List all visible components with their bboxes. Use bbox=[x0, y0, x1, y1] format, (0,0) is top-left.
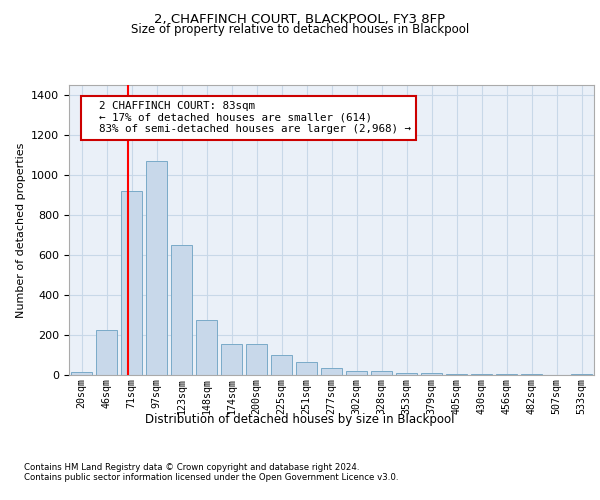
Text: 2 CHAFFINCH COURT: 83sqm
  ← 17% of detached houses are smaller (614)
  83% of s: 2 CHAFFINCH COURT: 83sqm ← 17% of detach… bbox=[86, 101, 411, 134]
Bar bbox=[96, 330, 117, 375]
Bar bbox=[146, 161, 167, 375]
Y-axis label: Number of detached properties: Number of detached properties bbox=[16, 142, 26, 318]
Bar bbox=[521, 374, 542, 375]
Bar bbox=[496, 374, 517, 375]
Bar bbox=[421, 372, 442, 375]
Bar bbox=[346, 371, 367, 375]
Bar bbox=[571, 374, 592, 375]
Bar bbox=[221, 344, 242, 375]
Text: Contains public sector information licensed under the Open Government Licence v3: Contains public sector information licen… bbox=[24, 472, 398, 482]
Bar bbox=[371, 371, 392, 375]
Text: 2, CHAFFINCH COURT, BLACKPOOL, FY3 8FP: 2, CHAFFINCH COURT, BLACKPOOL, FY3 8FP bbox=[154, 12, 446, 26]
Bar bbox=[296, 362, 317, 375]
Bar bbox=[121, 191, 142, 375]
Bar bbox=[396, 372, 417, 375]
Text: Distribution of detached houses by size in Blackpool: Distribution of detached houses by size … bbox=[145, 412, 455, 426]
Bar bbox=[196, 320, 217, 375]
Bar bbox=[246, 344, 267, 375]
Bar bbox=[471, 374, 492, 375]
Bar bbox=[321, 368, 342, 375]
Bar bbox=[271, 355, 292, 375]
Bar bbox=[171, 245, 192, 375]
Bar bbox=[71, 372, 92, 375]
Text: Contains HM Land Registry data © Crown copyright and database right 2024.: Contains HM Land Registry data © Crown c… bbox=[24, 462, 359, 471]
Text: Size of property relative to detached houses in Blackpool: Size of property relative to detached ho… bbox=[131, 22, 469, 36]
Bar bbox=[446, 374, 467, 375]
